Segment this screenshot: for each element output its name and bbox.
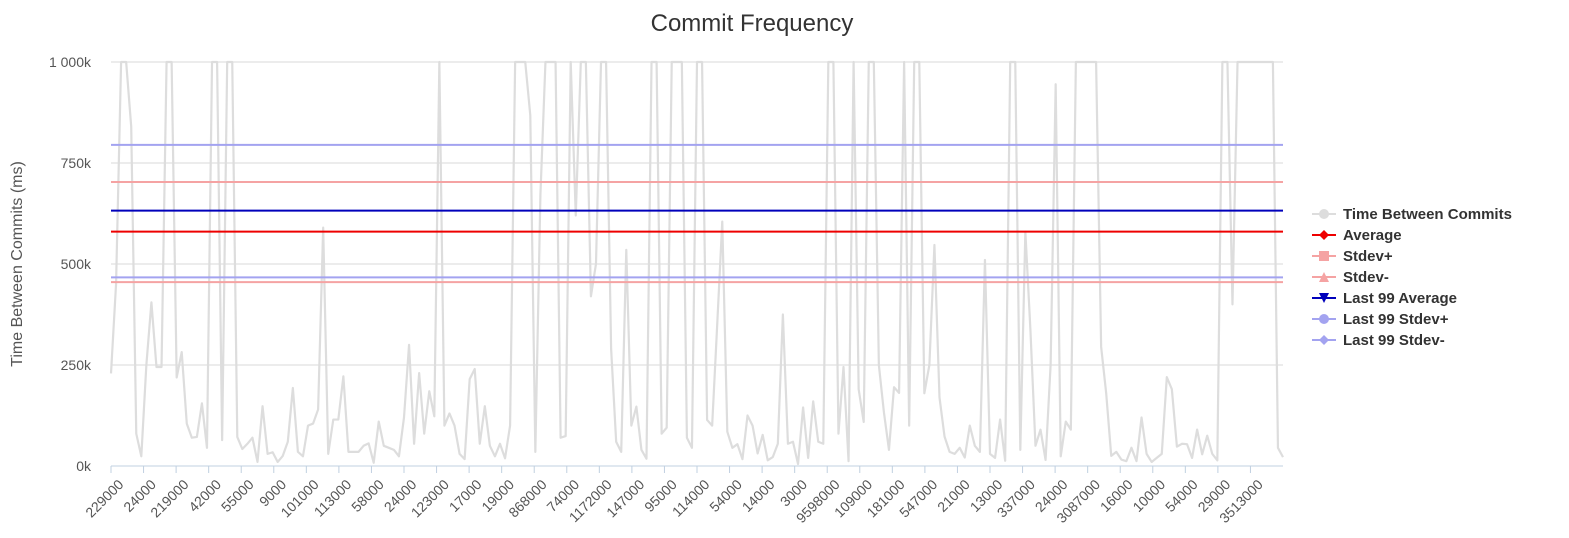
chart-title: Commit Frequency <box>651 10 854 37</box>
legend-label: Stdev- <box>1343 269 1389 286</box>
legend-item-average[interactable]: Average <box>1312 227 1402 244</box>
x-tick-label: 16000 <box>1097 476 1136 515</box>
y-tick-label: 0k <box>76 458 92 474</box>
x-tick-label: 55000 <box>218 476 257 515</box>
legend-label: Last 99 Stdev+ <box>1343 311 1449 328</box>
x-tick-label: 58000 <box>348 476 387 515</box>
y-tick-label: 1 000k <box>49 54 92 70</box>
x-tick-label: 54000 <box>706 476 745 515</box>
legend-label: Average <box>1343 227 1402 244</box>
y-axis-label: Time Between Commits (ms) <box>9 161 26 367</box>
x-tick-label: 17000 <box>446 476 485 515</box>
x-tick-label: 229000 <box>82 476 126 520</box>
x-tick-label: 114000 <box>669 476 713 520</box>
series-layer <box>109 60 1284 466</box>
legend-item-last-99-average[interactable]: Last 99 Average <box>1312 290 1457 307</box>
legend-marker-diamond-icon <box>1319 335 1329 345</box>
legend-label: Stdev+ <box>1343 248 1393 265</box>
series-time-between-commits-line <box>109 60 1284 466</box>
legend-marker-circle-icon <box>1319 314 1329 324</box>
legend-item-stdev-[interactable]: Stdev- <box>1312 269 1389 286</box>
legend-marker-square-icon <box>1319 251 1329 261</box>
x-tick-label: 21000 <box>934 476 973 515</box>
y-tick-label: 500k <box>61 256 92 272</box>
legend-marker-circle-icon <box>1319 209 1329 219</box>
legend-marker-diamond-icon <box>1319 230 1329 240</box>
legend-item-stdev-[interactable]: Stdev+ <box>1312 248 1393 265</box>
legend-marker-triangle-icon <box>1319 272 1329 282</box>
legend-label: Last 99 Average <box>1343 290 1457 307</box>
legend-item-time-between-commits[interactable]: Time Between Commits <box>1312 206 1512 223</box>
legend-item-last-99-stdev-[interactable]: Last 99 Stdev+ <box>1312 311 1449 328</box>
y-tick-label: 250k <box>61 357 92 373</box>
legend: Time Between Commits Average Stdev+ Stdev- L… <box>1312 206 1512 349</box>
x-tick-label: 113000 <box>311 476 355 520</box>
legend-label: Last 99 Stdev- <box>1343 332 1445 349</box>
y-tick-label: 750k <box>61 155 92 171</box>
x-tick-label: 10000 <box>1129 476 1168 515</box>
legend-label: Time Between Commits <box>1343 206 1512 223</box>
legend-item-last-99-stdev-[interactable]: Last 99 Stdev- <box>1312 332 1445 349</box>
y-axis-ticks: 0k 250k 500k 750k 1 000k <box>49 54 92 474</box>
legend-marker-triangle-down-icon <box>1319 293 1329 303</box>
x-tick-label: 54000 <box>1162 476 1201 515</box>
x-tick-label: 42000 <box>185 476 224 515</box>
x-tick-label: 14000 <box>739 476 778 515</box>
